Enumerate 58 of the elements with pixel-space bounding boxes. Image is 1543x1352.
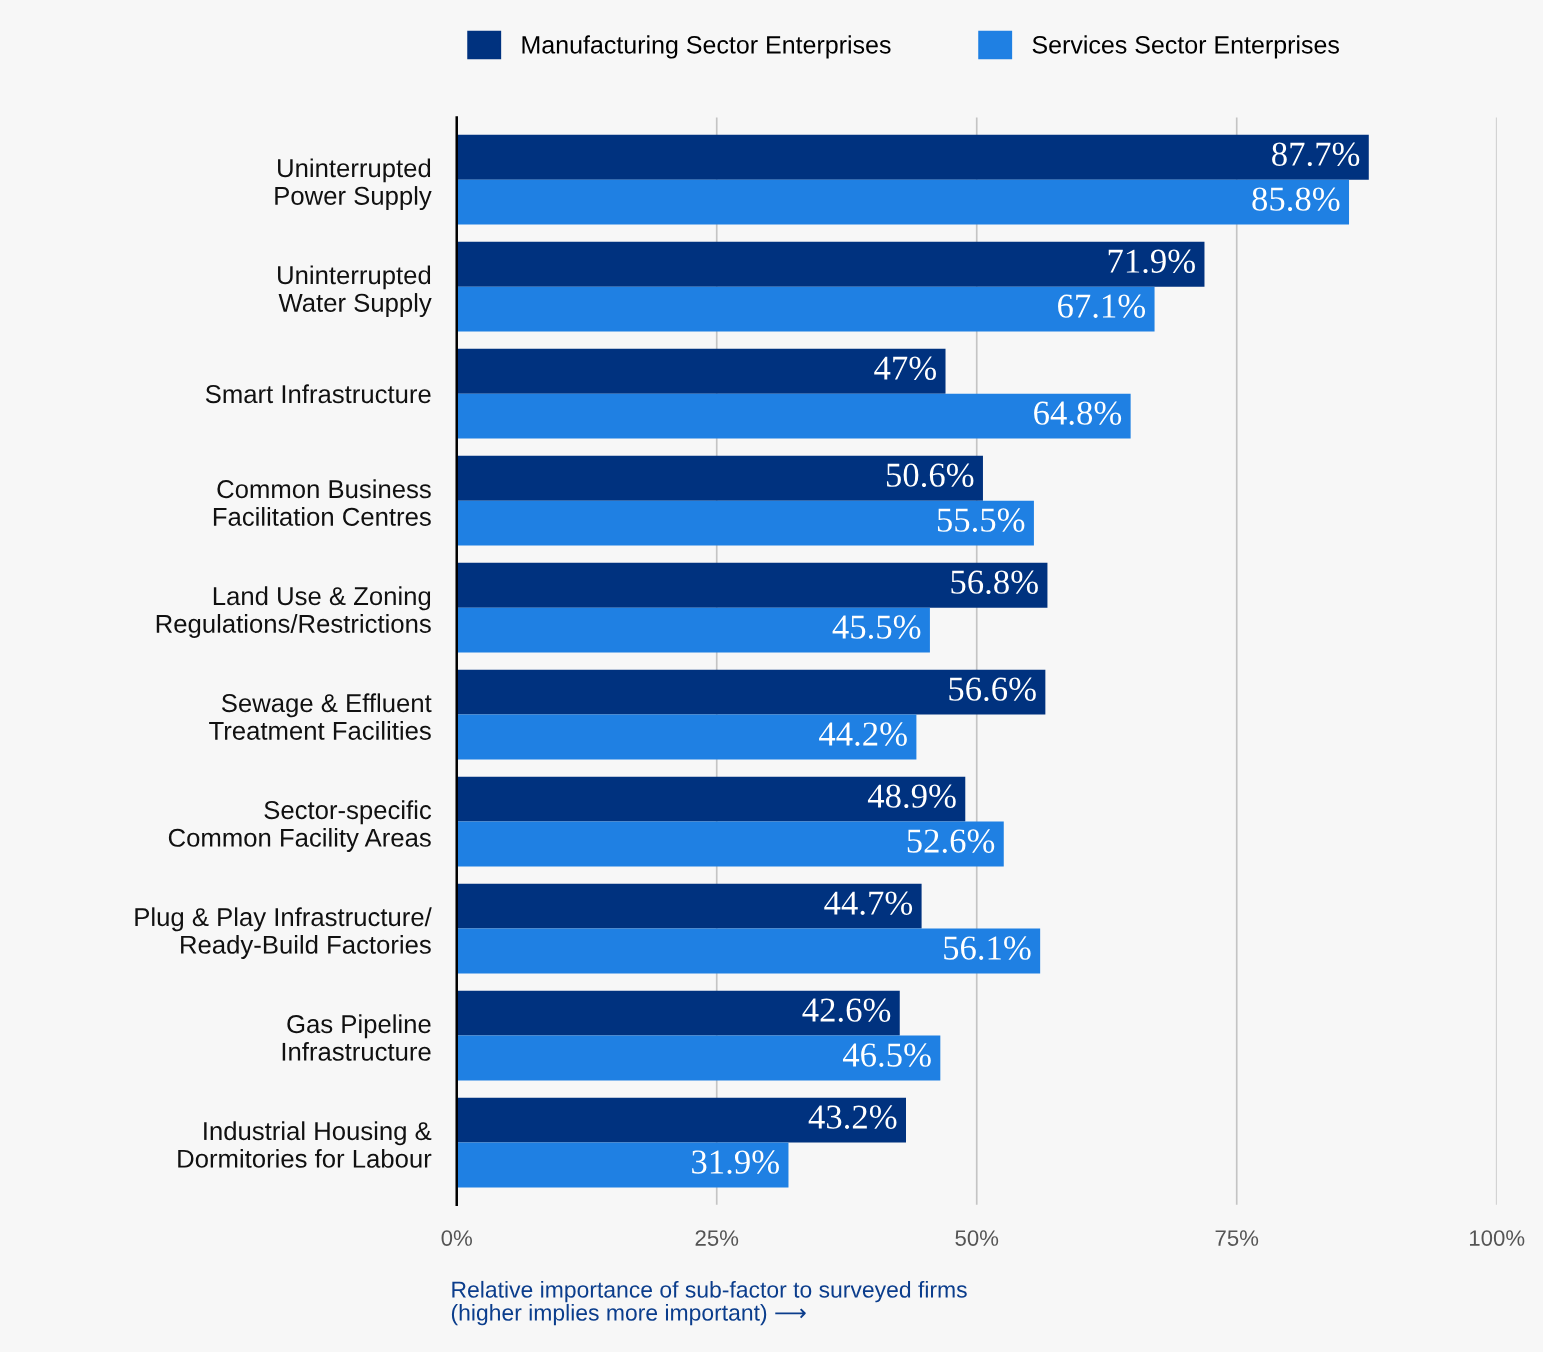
bar xyxy=(456,241,1205,287)
x-tick-label: 0% xyxy=(441,1230,472,1246)
bar xyxy=(456,883,922,929)
data-label: 31.9% xyxy=(692,1150,779,1174)
y-tick-label: Smart Infrastructure xyxy=(205,384,431,404)
legend-label: Manufacturing Sector Enterprises xyxy=(522,35,891,59)
data-label: 45.5% xyxy=(832,615,921,639)
y-tick-label: Common Business Facilitation Centres xyxy=(213,479,431,526)
data-label: 48.9% xyxy=(867,784,956,808)
data-label: 56.8% xyxy=(951,570,1038,595)
data-label: 44.7% xyxy=(824,891,913,915)
data-label: 64.8% xyxy=(1034,401,1122,425)
data-label: 87.7% xyxy=(1272,142,1360,167)
y-tick-label: Gas Pipeline Infrastructure xyxy=(282,1014,431,1061)
data-label: 43.2% xyxy=(808,1105,897,1129)
data-label: 85.8% xyxy=(1252,187,1340,211)
legend-label: Services Sector Enterprises xyxy=(1032,35,1339,59)
data-label: 56.1% xyxy=(944,936,1031,960)
bar xyxy=(456,500,1034,546)
x-axis-title: Relative importance of sub-factor to surveyed firms (higher implies more important) ⟶ xyxy=(451,1280,967,1326)
y-tick-label: Land Use & Zoning Regulations/Restrictions xyxy=(156,586,431,638)
data-label: 55.5% xyxy=(937,508,1025,532)
bar xyxy=(456,134,1369,180)
bar xyxy=(456,776,966,822)
bar xyxy=(456,669,1046,715)
data-label: 46.5% xyxy=(842,1043,931,1067)
bar xyxy=(456,1142,789,1188)
x-tick-label: 75% xyxy=(1215,1230,1259,1246)
bar xyxy=(456,714,917,760)
bar xyxy=(456,928,1041,974)
data-label: 50.6% xyxy=(886,463,974,488)
bar xyxy=(456,1035,941,1081)
y-tick-label: Plug & Play Infrastructure/ Ready-Build Factories xyxy=(135,907,432,959)
y-tick-label: Sector-specific Common Facility Areas xyxy=(168,800,432,852)
x-tick-label: 25% xyxy=(695,1230,739,1246)
data-label: 56.6% xyxy=(949,677,1036,701)
data-label: 47% xyxy=(874,356,936,380)
y-tick-label: Uninterrupted Power Supply xyxy=(275,158,432,211)
bar xyxy=(456,607,930,653)
x-tick-label: 50% xyxy=(955,1230,999,1246)
bar xyxy=(456,179,1350,225)
bar xyxy=(456,1097,906,1143)
data-label: 44.2% xyxy=(819,722,907,746)
bar xyxy=(456,348,946,394)
bar xyxy=(456,990,900,1036)
y-tick-label: Industrial Housing & Dormitories for Labour xyxy=(178,1121,432,1168)
bar xyxy=(456,455,983,501)
bar xyxy=(456,562,1048,608)
data-label: 52.6% xyxy=(907,829,995,853)
bar xyxy=(456,286,1155,332)
y-tick-label: Sewage & Effluent Treatment Facilities xyxy=(209,693,432,740)
data-label: 42.6% xyxy=(802,998,891,1022)
bar xyxy=(456,821,1004,867)
y-tick-label: Uninterrupted Water Supply xyxy=(278,265,432,318)
bar xyxy=(456,393,1131,439)
data-label: 67.1% xyxy=(1058,294,1146,318)
x-tick-label: 100% xyxy=(1469,1230,1525,1246)
data-label: 71.9% xyxy=(1108,249,1195,274)
